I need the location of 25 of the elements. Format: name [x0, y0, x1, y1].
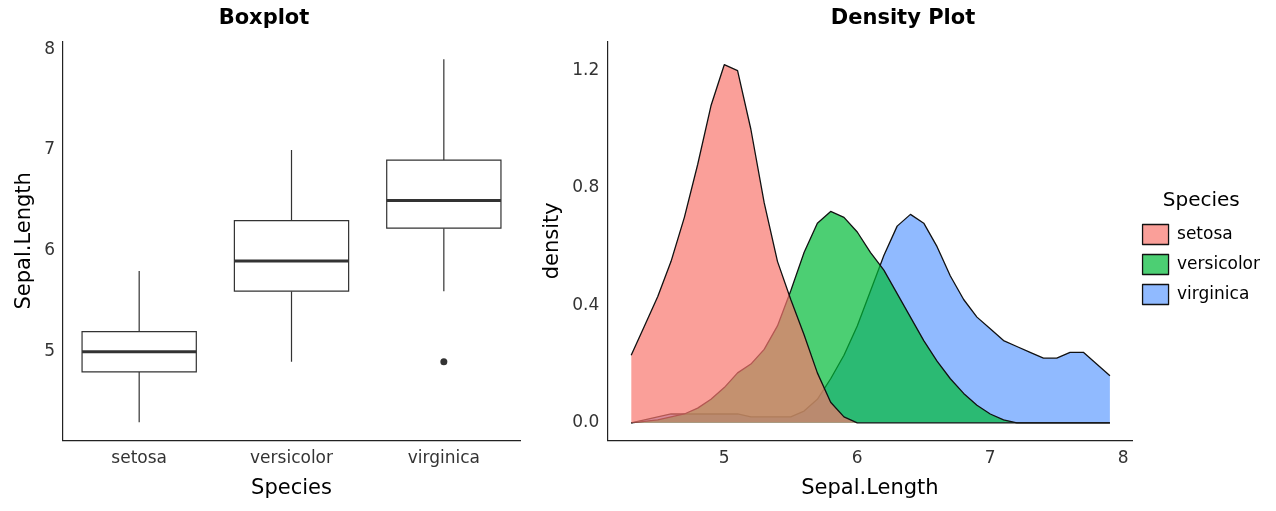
x-tick-label: versicolor [250, 447, 333, 468]
chart-title: Boxplot [218, 5, 310, 30]
legend-label: virginica [1177, 282, 1250, 303]
legend-label: versicolor [1177, 252, 1261, 273]
x-tick-label: 7 [984, 447, 996, 468]
x-tick-label: setosa [111, 447, 168, 468]
legend-title: Species [1162, 186, 1240, 211]
x-tick-label: 8 [1117, 447, 1129, 468]
y-tick-label: 0.8 [572, 176, 600, 197]
x-axis-title: Species [251, 474, 332, 499]
y-axis-title: Sepal.Length [11, 172, 36, 310]
y-tick-label: 0.4 [572, 293, 600, 314]
x-axis-title: Sepal.Length [801, 474, 939, 499]
chart-title: Density Plot [830, 5, 976, 30]
y-tick-label: 0.0 [572, 411, 600, 432]
legend-label: setosa [1177, 222, 1233, 243]
y-tick-label: 5 [44, 340, 56, 361]
y-axis-title: density [539, 202, 564, 280]
x-tick-label: virginica [407, 447, 480, 468]
x-tick-label: 6 [851, 447, 863, 468]
x-tick-label: 5 [718, 447, 730, 468]
y-tick-label: 8 [44, 37, 56, 58]
y-tick-label: 7 [44, 138, 56, 159]
y-tick-label: 6 [44, 239, 56, 260]
y-tick-label: 1.2 [572, 58, 600, 79]
